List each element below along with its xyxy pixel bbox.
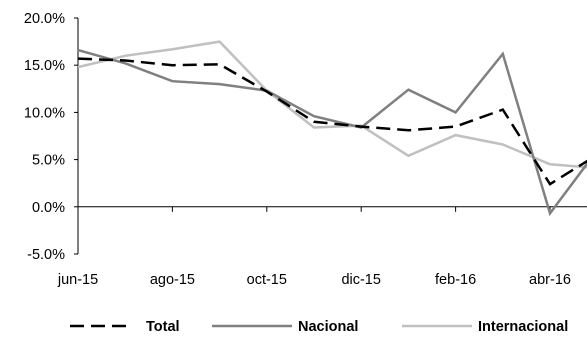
y-tick-label: 15.0%: [24, 58, 65, 74]
legend-label-internacional: Internacional: [478, 319, 568, 335]
x-tick-label: feb-16: [435, 272, 476, 288]
series-line-total: [77, 57, 587, 186]
x-tick-label: oct-15: [247, 272, 287, 288]
y-tick-label: 10.0%: [24, 105, 65, 121]
y-tick-label: -5.0%: [27, 247, 65, 263]
series-line-internacional: [77, 40, 587, 169]
series-line-nacional: [77, 48, 587, 217]
y-tick-label: 5.0%: [32, 153, 65, 169]
axes: -5.0% 0.0% 5.0% 10.0% 15.0% 20.0% jun-15 ago-15…: [24, 11, 587, 288]
legend-label-nacional: Nacional: [298, 319, 358, 335]
legend-label-total: Total: [146, 319, 180, 335]
x-tick-label: ago-15: [150, 272, 195, 288]
y-tick-label: 20.0%: [24, 11, 65, 27]
legend: Total Nacional Internacional: [70, 319, 568, 335]
y-tick-label: 0.0%: [32, 200, 65, 216]
series-lines: [77, 40, 587, 217]
x-tick-label: abr-16: [529, 272, 571, 288]
x-tick-label: jun-15: [57, 272, 98, 288]
x-tick-label: dic-15: [341, 272, 381, 288]
